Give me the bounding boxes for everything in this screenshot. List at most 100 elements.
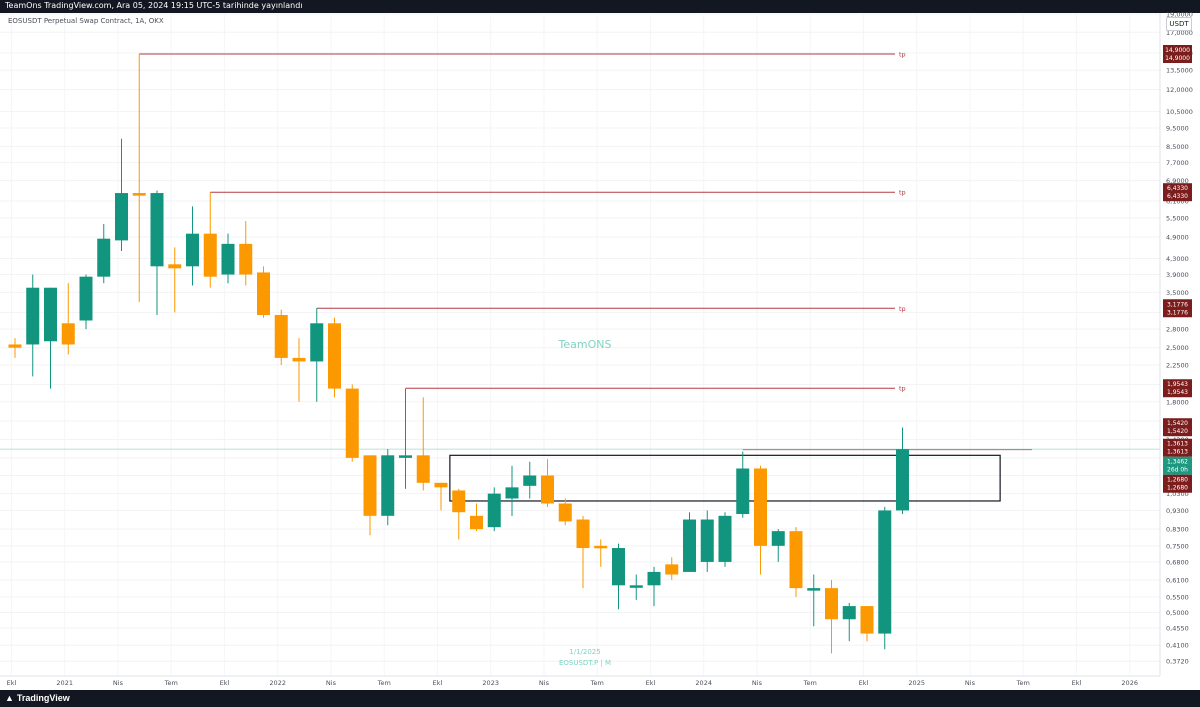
y-tick-label: 2,5000 — [1166, 344, 1189, 352]
candle — [700, 510, 714, 572]
y-tick-label: 6,1000 — [1166, 197, 1189, 205]
candle-body — [558, 503, 572, 522]
price-tag-label: 1,3613 — [1167, 441, 1188, 448]
candle — [896, 427, 909, 515]
y-tick-label: 10,5000 — [1166, 108, 1193, 116]
published-text: TeamOns TradingView.com, Ara 05, 2024 19… — [5, 1, 303, 10]
candle-body — [292, 357, 306, 362]
candle — [789, 527, 803, 597]
x-tick-label: 2023 — [482, 679, 499, 687]
candle-body — [221, 243, 235, 275]
tp-lines: tp tp tp tp — [0, 50, 1160, 451]
candle — [629, 574, 643, 600]
candle — [807, 574, 821, 627]
candle — [470, 503, 483, 532]
y-tick-label: 17,0000 — [1166, 29, 1193, 37]
candle — [79, 274, 93, 330]
candle — [683, 512, 696, 572]
y-tick-label: 6,9000 — [1166, 177, 1189, 185]
candle-body — [718, 515, 732, 562]
candle — [132, 53, 146, 303]
candle — [416, 397, 430, 491]
candle — [594, 539, 608, 567]
price-tag-box — [1163, 418, 1192, 437]
support-resistance-zone — [449, 454, 1001, 502]
x-tick-label: Nis — [965, 679, 976, 687]
candle — [842, 602, 856, 642]
x-tick-label: Nis — [113, 679, 124, 687]
candle-body — [683, 519, 696, 572]
tp-label: tp — [899, 189, 906, 197]
candle — [860, 606, 874, 642]
candle — [825, 579, 838, 654]
y-tick-label: 1,8000 — [1166, 398, 1189, 406]
candle-body — [665, 564, 679, 575]
candle — [328, 317, 341, 398]
price-tag-label: 1,5420 — [1167, 428, 1188, 435]
candle-body — [416, 455, 430, 483]
candle — [203, 192, 217, 288]
candle — [541, 459, 554, 507]
price-tag-box — [1163, 299, 1192, 318]
tp-label: tp — [899, 50, 906, 58]
candle-body — [789, 531, 803, 589]
y-tick-label: 13,5000 — [1166, 67, 1193, 75]
x-tick-label: Ekl — [220, 679, 230, 687]
y-tick-label: 1,0300 — [1166, 490, 1189, 498]
candle — [505, 465, 519, 516]
y-tick-label: 2,8000 — [1166, 326, 1189, 334]
price-tag-label: 1,3462 — [1167, 459, 1188, 466]
x-tick-label: 2024 — [695, 679, 712, 687]
candle-body — [754, 468, 767, 546]
candle-body — [8, 344, 22, 348]
x-tick-label: Ekl — [859, 679, 869, 687]
watermark-symbol: EOSUSDT.P | M — [559, 659, 611, 667]
candle-body — [896, 449, 909, 511]
price-axis[interactable]: 19,000017,000015,000013,500012,000010,50… — [1166, 11, 1193, 666]
candle-body — [807, 588, 821, 591]
candle — [150, 190, 164, 315]
x-tick-label: Ekl — [7, 679, 17, 687]
price-tag-box — [1163, 474, 1192, 493]
y-tick-label: 0,6800 — [1166, 558, 1189, 566]
candle-body — [257, 272, 270, 315]
tradingview-logo: ▲ TradingView — [5, 693, 70, 703]
candle — [8, 338, 22, 358]
y-tick-label: 19,0000 — [1166, 11, 1193, 19]
x-tick-label: 2021 — [56, 679, 73, 687]
candle — [399, 388, 412, 489]
x-tick-label: 2025 — [908, 679, 925, 687]
time-axis[interactable]: Ekl 2021 Nis Tem Ekl 2022 Nis Tem Ekl 2023 Nis Tem E… — [7, 679, 1138, 687]
price-tag-box — [1163, 183, 1192, 202]
candle — [239, 221, 253, 286]
candle-body — [115, 193, 128, 241]
x-tick-label: Tem — [164, 679, 178, 687]
y-tick-label: 0,9300 — [1166, 507, 1189, 515]
candle-body — [629, 585, 643, 588]
candle — [718, 512, 732, 567]
y-tick-label: 0,3720 — [1166, 658, 1189, 666]
candle-body — [736, 468, 750, 515]
candle — [647, 566, 661, 607]
price-tag-box — [1163, 379, 1192, 398]
candle-body — [381, 455, 395, 516]
price-tag-label: 1,2680 — [1167, 485, 1188, 492]
price-tag-label: 6,4330 — [1167, 185, 1188, 192]
y-tick-label: 0,6100 — [1166, 576, 1189, 584]
candle — [434, 482, 448, 511]
candle-body — [44, 287, 57, 342]
candle — [310, 308, 324, 402]
candle-body — [842, 606, 856, 620]
candle-body — [97, 238, 111, 277]
candle-body — [26, 287, 40, 345]
candle — [452, 488, 466, 540]
y-tick-label: 4,9000 — [1166, 233, 1189, 241]
y-tick-label: 3,5000 — [1166, 289, 1189, 297]
currency-button[interactable]: USDT — [1166, 17, 1192, 31]
published-bar: TeamOns TradingView.com, Ara 05, 2024 19… — [0, 0, 1200, 13]
candle-body — [523, 475, 537, 486]
